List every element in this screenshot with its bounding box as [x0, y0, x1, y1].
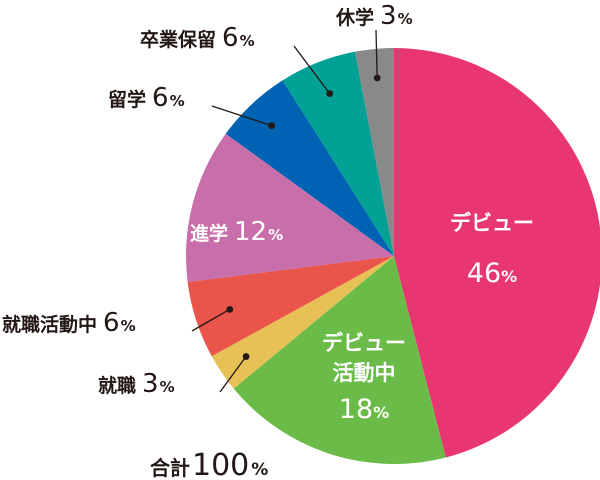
slice-2-leader-dot: [242, 353, 250, 360]
slice-4-label: 進学 12%: [190, 217, 283, 247]
total-number: 100: [192, 448, 249, 480]
slice-5-leader: [211, 105, 272, 127]
slice-4: [186, 133, 394, 283]
leader-lines: [191, 29, 381, 393]
slice-7: [355, 48, 394, 256]
slice-7-leader-dot: [373, 74, 381, 82]
slice-2: [211, 256, 394, 389]
slice-0-label-line: デビュー: [450, 211, 534, 235]
slice-7-label: 休学 3%: [335, 1, 413, 31]
slice-7-leader: [375, 29, 378, 78]
slice-5-leader-dot: [268, 122, 275, 130]
slice-0: [394, 48, 600, 458]
slice-0-value: 46%: [467, 258, 517, 289]
slice-5-label: 留学 6%: [108, 83, 185, 113]
slice-1-value: 18%: [339, 394, 389, 425]
slice-6-leader-dot: [326, 90, 334, 97]
total-unit: %: [251, 460, 268, 480]
pie-slices: [186, 48, 600, 465]
total-text: 合計: [150, 456, 190, 480]
slice-3-leader-dot: [226, 305, 234, 313]
total-label: 合計100%: [150, 448, 268, 480]
slice-1: [233, 256, 446, 465]
slice-1-label-line: 活動中: [333, 361, 396, 385]
slice-2-leader: [219, 356, 247, 393]
slice-6-label: 卒業保留 6%: [140, 23, 255, 53]
slice-2-label: 就職 3%: [98, 369, 175, 399]
slice-6-leader: [293, 45, 331, 94]
slice-1-label-line: デビュー: [322, 331, 406, 355]
slice-3-label: 就職活動中 6%: [2, 308, 136, 338]
slice-6: [282, 51, 394, 257]
slice-3-leader: [191, 308, 231, 332]
slice-3: [187, 256, 394, 357]
